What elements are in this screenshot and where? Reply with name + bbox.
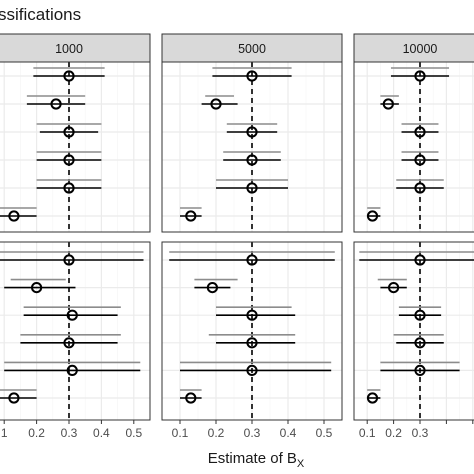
point-estimate bbox=[366, 392, 379, 404]
x-tick-label: 1 bbox=[1, 426, 8, 440]
point-estimate bbox=[66, 364, 78, 376]
panel-border bbox=[353, 61, 474, 233]
panel-10000-row-1 bbox=[353, 61, 474, 233]
panel-background bbox=[0, 242, 150, 420]
point-estimate bbox=[8, 392, 20, 404]
x-tick-label: 0.2 bbox=[208, 426, 225, 440]
panel-1000-row-1 bbox=[0, 61, 151, 233]
point-estimate bbox=[63, 70, 75, 82]
point-estimate bbox=[246, 182, 258, 194]
point-estimate bbox=[185, 210, 197, 222]
point-estimate bbox=[63, 154, 75, 166]
point-estimate bbox=[185, 392, 197, 404]
point-estimate bbox=[63, 182, 75, 194]
point-estimate bbox=[66, 309, 78, 321]
point-estimate bbox=[30, 282, 43, 294]
point-estimate bbox=[246, 126, 258, 138]
point-estimate bbox=[246, 337, 258, 349]
point-estimate bbox=[63, 254, 75, 266]
x-tick-label: 0.4 bbox=[93, 426, 110, 440]
point-estimate bbox=[63, 126, 75, 138]
point-estimate bbox=[414, 337, 426, 349]
panel-strip-1000 bbox=[0, 33, 151, 63]
panel-strip-5000 bbox=[161, 33, 343, 63]
panel-1000-row-2 bbox=[0, 241, 151, 421]
panel-border bbox=[161, 61, 343, 233]
point-estimate bbox=[414, 309, 426, 321]
x-tick-label: 0.1 bbox=[172, 426, 189, 440]
panel-background bbox=[0, 62, 150, 232]
x-axis-label-main: Estimate of B bbox=[208, 450, 297, 467]
x-tick-label: 0.5 bbox=[316, 426, 333, 440]
x-axis-label: Estimate of BX bbox=[208, 450, 305, 470]
point-estimate bbox=[246, 254, 258, 266]
panel-border bbox=[0, 61, 151, 233]
point-estimate bbox=[388, 282, 400, 294]
point-estimate bbox=[366, 210, 379, 222]
panel-5000-row-1 bbox=[161, 61, 343, 233]
point-estimate bbox=[206, 282, 218, 294]
point-estimate bbox=[246, 70, 258, 82]
x-tick-label: 0.2 bbox=[28, 426, 45, 440]
point-estimate bbox=[414, 254, 426, 266]
x-tick-label: 0.3 bbox=[244, 426, 261, 440]
point-estimate bbox=[50, 98, 62, 110]
point-estimate bbox=[414, 154, 426, 166]
point-estimate bbox=[382, 98, 394, 110]
point-estimate bbox=[8, 210, 20, 222]
point-estimate bbox=[414, 182, 426, 194]
point-estimate bbox=[246, 364, 258, 376]
panels-layer: 1000 1 0.2 0.3 0.4 0.5 5000 0.1 0.2 0.3 0.4 0.5 1000… bbox=[0, 33, 474, 440]
point-estimate bbox=[246, 309, 258, 321]
point-estimate bbox=[63, 337, 75, 349]
panel-5000-row-2 bbox=[161, 241, 343, 421]
point-estimate bbox=[210, 98, 222, 110]
panel-strip-label-10000: 10000 bbox=[403, 42, 438, 56]
point-estimate bbox=[414, 126, 426, 138]
panel-10000-row-2 bbox=[353, 241, 474, 421]
panel-background bbox=[354, 62, 474, 232]
x-tick-label: 0.5 bbox=[125, 426, 142, 440]
point-estimate bbox=[246, 154, 258, 166]
panel-strip-10000 bbox=[353, 33, 474, 63]
x-tick-label: 0.1 bbox=[359, 426, 376, 440]
x-tick-label: 0.3 bbox=[61, 426, 78, 440]
point-estimate bbox=[414, 364, 426, 376]
panel-strip-label-1000: 1000 bbox=[55, 42, 83, 56]
x-tick-label: 0.3 bbox=[412, 426, 429, 440]
chart-title: ssifications bbox=[0, 5, 81, 24]
panel-strip-label-5000: 5000 bbox=[238, 42, 266, 56]
x-axis-label-subscript: X bbox=[297, 458, 305, 470]
x-tick-label: 0.4 bbox=[280, 426, 297, 440]
point-estimate bbox=[414, 70, 426, 82]
x-tick-label: 0.2 bbox=[385, 426, 402, 440]
